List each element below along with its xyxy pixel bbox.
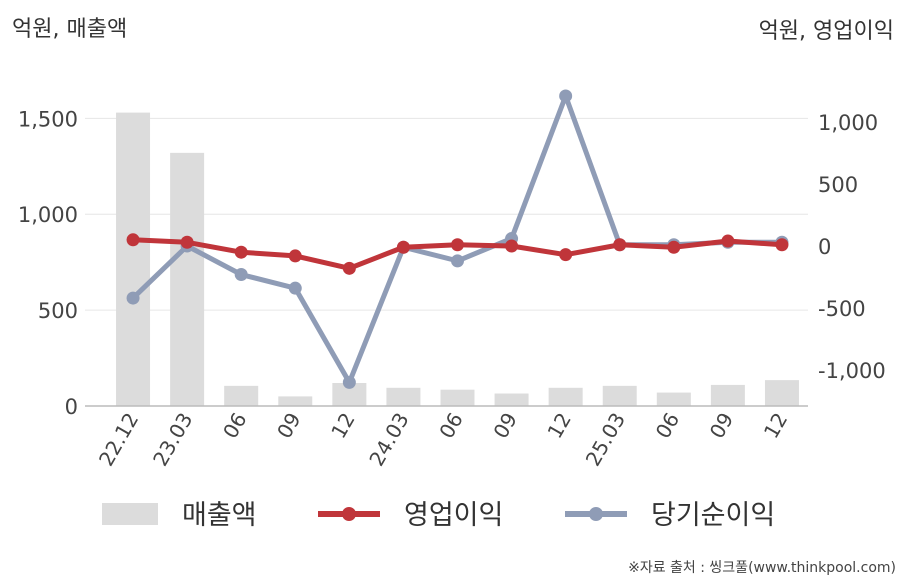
right-tick-label: 1,000 [818, 111, 878, 135]
revenue-bar [224, 385, 259, 406]
series-point [126, 233, 140, 247]
x-tick-label: 12 [542, 409, 576, 443]
series-point [342, 375, 356, 389]
revenue-bar [386, 387, 421, 406]
x-axis-ticks: 22.12 23.03 06 09 12 24.03 06 09 12 25.03 06 09 12 [94, 409, 792, 471]
series-point [613, 238, 627, 252]
series-point [505, 239, 519, 253]
revenue-bars [116, 112, 799, 406]
revenue-bar [548, 387, 583, 406]
series-point [180, 235, 194, 249]
series-point [667, 240, 681, 254]
series-point [234, 268, 248, 282]
series-point [288, 281, 302, 295]
right-tick-label: -1,000 [818, 359, 886, 383]
revenue-bar [764, 380, 799, 406]
x-tick-label: 12 [759, 409, 793, 443]
legend-swatch [102, 503, 158, 525]
x-tick-label: 12 [326, 409, 360, 443]
series-point [721, 234, 735, 248]
x-tick-label: 23.03 [148, 409, 197, 471]
revenue-bar [494, 393, 529, 406]
revenue-bar [710, 384, 745, 406]
revenue-bar [332, 382, 367, 406]
revenue-bar [602, 385, 637, 406]
revenue-bar [440, 389, 475, 406]
left-axis-ticks: 0 500 1,000 1,500 [18, 107, 78, 419]
series-point [559, 89, 573, 103]
left-tick-label: 0 [65, 395, 78, 419]
series-point [126, 291, 140, 305]
revenue-bar [170, 152, 205, 406]
legend-label: 당기순이익 [651, 500, 775, 531]
x-tick-label: 09 [488, 409, 522, 443]
left-axis-unit-label: 억원, 매출액 [12, 17, 127, 42]
right-tick-label: -500 [818, 297, 866, 321]
x-tick-label: 09 [705, 409, 739, 443]
series-point [559, 248, 573, 262]
legend-label: 영업이익 [404, 500, 503, 531]
left-tick-label: 1,500 [18, 107, 78, 131]
legend: 매출액 영업이익 당기순이익 [102, 500, 775, 531]
revenue-bar [656, 392, 691, 406]
x-tick-label: 09 [272, 409, 306, 443]
legend-marker [589, 507, 603, 521]
source-note: ※자료 출처 : 씽크풀(www.thinkpool.com) [628, 560, 896, 576]
x-tick-label: 25.03 [581, 409, 630, 471]
series-point [451, 238, 464, 252]
x-tick-label: 06 [218, 409, 252, 443]
legend-label: 매출액 [182, 500, 257, 531]
left-tick-label: 1,000 [18, 203, 78, 227]
series-point [451, 254, 464, 268]
series-point [775, 238, 789, 252]
series-point [234, 245, 248, 259]
x-tick-label: 24.03 [364, 409, 413, 471]
right-axis-ticks: -1,000 -500 0 500 1,000 [818, 111, 886, 383]
right-axis-unit-label: 억원, 영업이익 [759, 19, 894, 44]
right-tick-label: 0 [818, 235, 831, 259]
right-tick-label: 500 [818, 173, 858, 197]
series-point [342, 261, 356, 275]
x-tick-label: 06 [651, 409, 685, 443]
grid-lines [85, 117, 808, 311]
series-point [396, 240, 410, 254]
x-tick-label: 22.12 [94, 409, 143, 471]
revenue-bar [116, 112, 151, 406]
profit-lines [126, 89, 789, 389]
x-tick-label: 06 [434, 409, 468, 443]
revenue-bar [278, 396, 313, 406]
legend-marker [342, 507, 356, 521]
series-point [288, 249, 302, 263]
left-tick-label: 500 [38, 299, 78, 323]
